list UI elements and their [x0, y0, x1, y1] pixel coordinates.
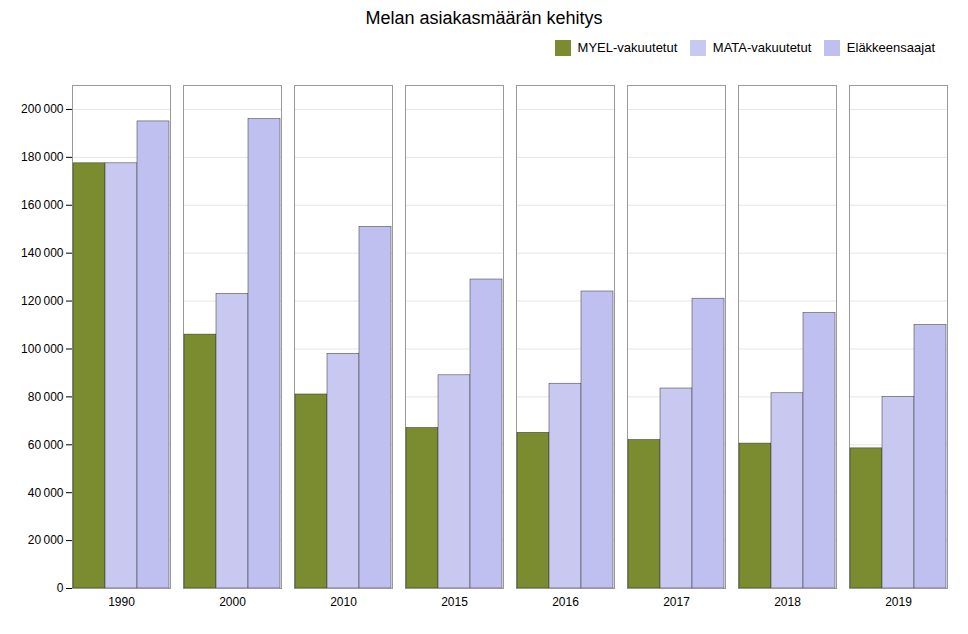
html-text:Eläkkeensaajat: Eläkkeensaajat: [846, 40, 935, 55]
svg-text:160 000: 160 000: [21, 198, 64, 212]
html-text:MATA-vakuutetut: MATA-vakuutetut: [712, 40, 812, 55]
svg-text:60 000: 60 000: [28, 437, 64, 451]
svg-text:2017: 2017: [663, 595, 690, 609]
svg-text:120 000: 120 000: [21, 293, 64, 307]
svg-text:100 000: 100 000: [21, 341, 64, 355]
svg-text:20 000: 20 000: [28, 533, 64, 547]
svg-text:140 000: 140 000: [21, 246, 64, 260]
svg-text:2015: 2015: [441, 595, 468, 609]
svg-text:200 000: 200 000: [21, 102, 64, 116]
svg-text:0: 0: [57, 581, 64, 595]
svg-text:2016: 2016: [552, 595, 579, 609]
svg-text:2000: 2000: [219, 595, 246, 609]
html-text:Melan asiakasmäärän kehitys: Melan asiakasmäärän kehitys: [365, 8, 603, 28]
svg-text:180 000: 180 000: [21, 150, 64, 164]
svg-text:80 000: 80 000: [28, 389, 64, 403]
svg-text:2018: 2018: [774, 595, 801, 609]
svg-text:40 000: 40 000: [28, 485, 64, 499]
svg-text:2019: 2019: [885, 595, 912, 609]
svg-text:2010: 2010: [330, 595, 357, 609]
svg-text:1990: 1990: [108, 595, 135, 609]
html-text:MYEL-vakuutetut: MYEL-vakuutetut: [577, 40, 678, 55]
